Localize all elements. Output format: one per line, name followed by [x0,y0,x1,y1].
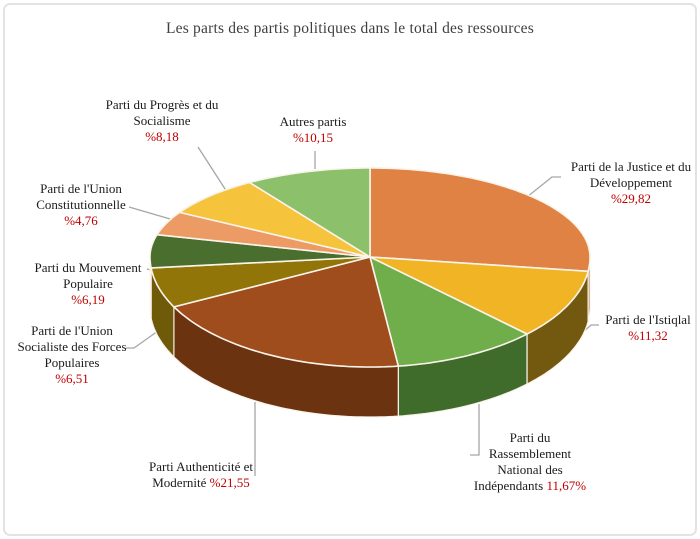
slice-value-mp: %6,19 [71,292,105,307]
slice-value-rni: 11,67% [546,478,587,493]
slice-value-pam: %21,55 [209,475,250,490]
slice-label-istiqlal: Parti de l'Istiqlal %11,32 [605,312,691,343]
leader-line-pps [197,146,228,193]
pie-slice-autres[interactable] [248,167,371,258]
pie-slice-pps[interactable] [178,181,371,258]
pie-slice-rni[interactable] [369,256,528,367]
leader-line-usfp [126,330,159,349]
slice-label-rni: Parti du Rassemblement National des Indépen… [473,430,587,493]
pie-slice-mp[interactable] [149,233,371,269]
pie-slice-usfp[interactable] [150,256,371,308]
slice-label-pps: Parti du Progrès et du Socialisme %8,18 [105,97,219,144]
slice-value-pps: %8,18 [145,129,179,144]
slice-value-autres: %10,15 [292,130,334,145]
leader-line-rni [470,404,480,456]
pie-slice-uc[interactable] [156,211,371,258]
slice-label-autres: Autres partis %10,15 [279,114,347,145]
chart-title: Les parts des partis politiques dans le … [166,20,534,37]
leader-line-pjd [526,176,561,198]
slice-value-uc: %4,76 [64,213,98,228]
slice-value-usfp: %6,51 [55,371,89,386]
slice-value-istiqlal: %11,32 [628,328,668,343]
slice-label-pam: Parti Authenticité et Modernité %21,55 [149,459,253,490]
leader-line-uc [128,206,178,222]
slice-value-pjd: %29,82 [610,191,652,206]
slice-label-usfp: Parti de l'Union Socialiste des Forces Pop… [17,323,127,386]
slice-label-pjd: Parti de la Justice et du Développement %2… [570,159,692,206]
slice-label-mp: Parti du Mouvement Populaire %6,19 [34,260,142,307]
pie-slice-istiqlal[interactable] [369,256,589,335]
pie-slice-pjd[interactable] [369,167,591,273]
slice-label-uc: Parti de l'Union Constitutionnelle %4,76 [36,181,126,228]
pie-slice-pam[interactable] [173,256,400,368]
